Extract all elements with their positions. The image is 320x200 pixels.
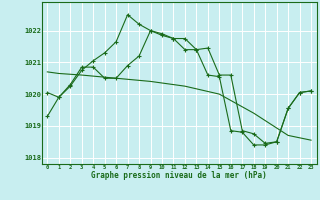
- X-axis label: Graphe pression niveau de la mer (hPa): Graphe pression niveau de la mer (hPa): [91, 171, 267, 180]
